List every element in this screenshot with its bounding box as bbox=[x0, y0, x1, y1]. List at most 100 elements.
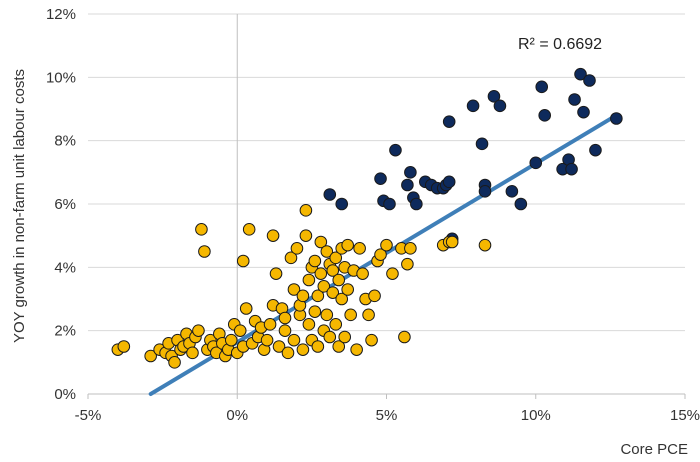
data-point bbox=[341, 283, 354, 296]
tick-labels: 0% 2% 4% 6% 8% 10% 12% -5% 0% 5% 10% 15% bbox=[46, 6, 700, 424]
data-point bbox=[475, 137, 489, 151]
data-point bbox=[574, 67, 587, 81]
y-tick-label: 0% bbox=[54, 386, 76, 403]
data-point bbox=[311, 340, 325, 353]
data-point bbox=[410, 197, 423, 211]
data-point bbox=[302, 318, 316, 331]
data-point bbox=[386, 267, 399, 280]
data-point bbox=[314, 267, 328, 280]
data-point bbox=[362, 308, 375, 322]
data-point bbox=[296, 343, 310, 356]
data-point bbox=[368, 289, 381, 303]
data-point bbox=[350, 343, 363, 356]
data-point bbox=[320, 245, 334, 258]
data-point bbox=[314, 235, 328, 249]
data-point bbox=[308, 254, 322, 268]
data-point bbox=[195, 223, 208, 236]
data-point bbox=[323, 188, 337, 201]
data-point bbox=[332, 273, 346, 287]
gridlines bbox=[88, 13, 685, 332]
data-point bbox=[442, 115, 456, 128]
data-point bbox=[577, 105, 590, 119]
data-point bbox=[356, 267, 369, 280]
data-point bbox=[281, 346, 295, 360]
data-point bbox=[529, 156, 543, 170]
data-point bbox=[299, 229, 313, 242]
data-point bbox=[404, 242, 417, 255]
data-point bbox=[514, 197, 528, 211]
data-point bbox=[302, 273, 316, 287]
data-point bbox=[374, 172, 387, 185]
data-point bbox=[299, 204, 313, 217]
data-point bbox=[239, 302, 253, 315]
x-tick-label: 10% bbox=[521, 407, 551, 424]
data-point bbox=[398, 330, 411, 344]
data-point bbox=[329, 318, 343, 331]
data-point bbox=[278, 311, 292, 325]
data-point bbox=[266, 229, 280, 242]
data-point bbox=[236, 254, 250, 268]
data-point bbox=[317, 280, 331, 293]
data-point bbox=[478, 238, 492, 252]
data-point bbox=[610, 112, 623, 125]
data-point bbox=[323, 330, 337, 344]
data-point bbox=[326, 286, 340, 299]
data-point bbox=[186, 346, 199, 360]
data-point bbox=[374, 248, 387, 261]
data-point bbox=[401, 178, 414, 192]
data-point bbox=[224, 333, 238, 347]
data-point bbox=[365, 333, 378, 347]
data-point bbox=[320, 308, 334, 322]
data-point bbox=[380, 238, 393, 252]
data-point bbox=[290, 242, 304, 255]
y-tick-label: 6% bbox=[54, 196, 76, 213]
data-point bbox=[404, 166, 417, 179]
data-point bbox=[565, 162, 578, 176]
data-point bbox=[568, 93, 581, 106]
data-point bbox=[589, 143, 602, 157]
data-point bbox=[326, 264, 340, 277]
data-point bbox=[233, 324, 247, 337]
data-point bbox=[311, 289, 325, 303]
data-point bbox=[338, 330, 352, 344]
data-point bbox=[335, 197, 349, 211]
y-tick-label: 12% bbox=[46, 6, 76, 23]
data-point bbox=[117, 340, 131, 353]
data-point bbox=[442, 175, 456, 189]
x-tick-label: -5% bbox=[75, 407, 102, 424]
data-point bbox=[344, 308, 357, 322]
data-point bbox=[493, 99, 507, 113]
data-point bbox=[478, 185, 492, 198]
y-tick-label: 8% bbox=[54, 133, 76, 150]
data-point bbox=[287, 283, 301, 296]
y-axis-title: YOY growth in non-farm unit labour costs bbox=[11, 69, 28, 343]
data-point bbox=[272, 340, 286, 353]
y-tick-label: 2% bbox=[54, 323, 76, 340]
x-tick-label: 15% bbox=[670, 407, 700, 424]
data-point bbox=[198, 245, 211, 258]
data-point bbox=[269, 267, 283, 280]
points-layer bbox=[111, 67, 623, 369]
y-tick-label: 4% bbox=[54, 259, 76, 276]
data-point bbox=[329, 251, 343, 265]
data-point bbox=[383, 197, 396, 211]
data-point bbox=[287, 333, 301, 347]
data-point bbox=[583, 74, 596, 87]
data-point bbox=[466, 99, 480, 113]
data-point bbox=[284, 251, 298, 265]
data-point bbox=[538, 109, 552, 122]
data-point bbox=[192, 324, 205, 337]
data-point bbox=[389, 143, 402, 157]
data-point bbox=[505, 185, 519, 198]
data-point bbox=[535, 80, 549, 94]
data-point bbox=[242, 223, 256, 236]
data-point bbox=[353, 242, 366, 255]
data-point bbox=[487, 90, 501, 103]
data-point bbox=[263, 318, 277, 331]
y-tick-label: 10% bbox=[46, 69, 76, 86]
data-point bbox=[168, 356, 181, 369]
x-tick-label: 5% bbox=[376, 407, 398, 424]
data-point bbox=[332, 340, 346, 353]
data-point bbox=[260, 333, 274, 347]
